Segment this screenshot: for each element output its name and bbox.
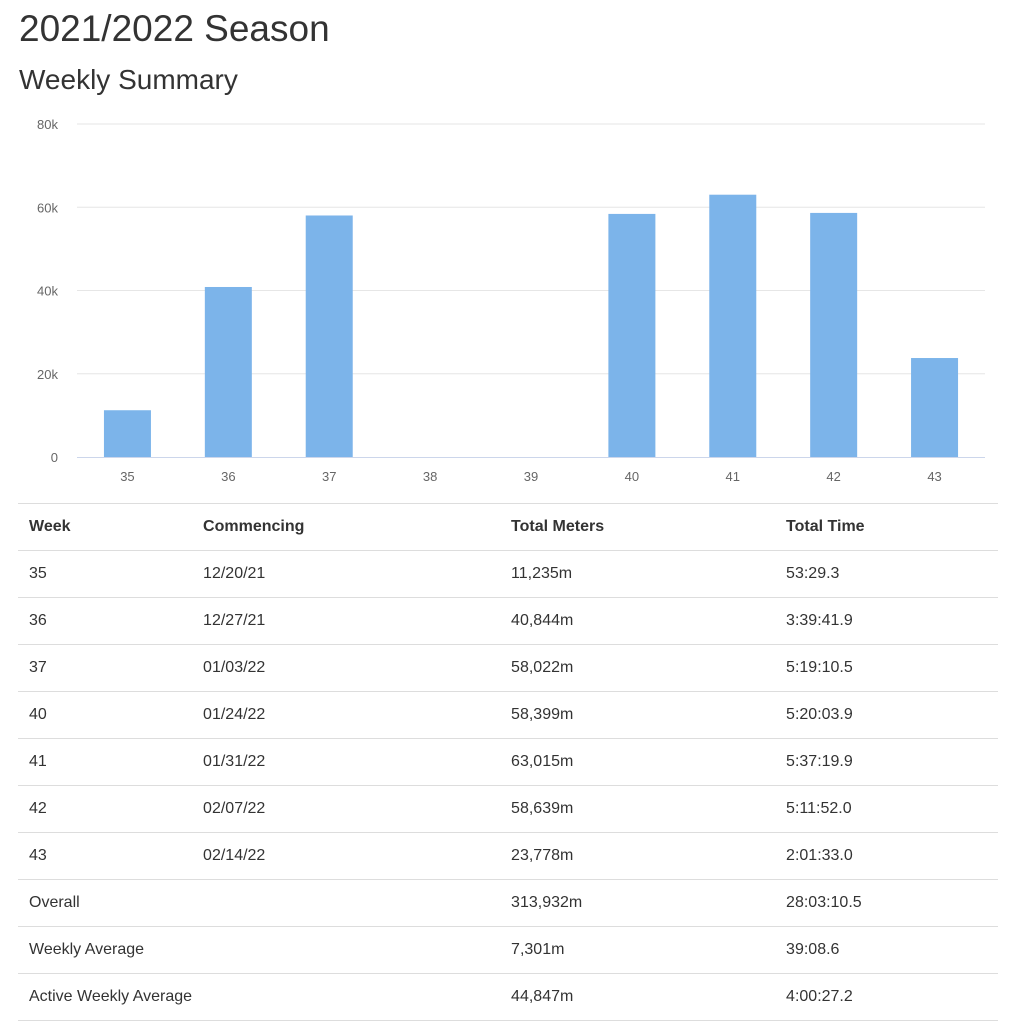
cell-commencing: 01/03/22 (192, 644, 501, 692)
cell-total-meters: 58,639m (500, 785, 776, 833)
table-row: 43 02/14/22 23,778m 2:01:33.0 (18, 832, 998, 880)
table-body: 35 12/20/21 11,235m 53:29.3 36 12/27/21 40,844… (18, 550, 998, 1021)
cell-commencing: 02/07/22 (192, 785, 501, 833)
cell-total-time: 3:39:41.9 (775, 597, 998, 645)
cell-total-time: 4:00:27.2 (775, 973, 998, 1021)
x-tick-label: 37 (322, 469, 336, 484)
cell-commencing: 12/20/21 (192, 550, 501, 598)
x-tick-label: 38 (423, 469, 437, 484)
cell-total-time: 53:29.3 (775, 550, 998, 598)
x-tick-label: 40 (625, 469, 639, 484)
y-tick-label: 60k (37, 200, 58, 215)
cell-commencing: 01/24/22 (192, 691, 501, 739)
cell-week: 42 (18, 785, 193, 833)
bar-week-40[interactable] (608, 213, 656, 457)
x-axis-labels: 35 36 37 38 39 40 41 42 43 (120, 469, 942, 484)
cell-total-time: 5:19:10.5 (775, 644, 998, 692)
cell-week: 35 (18, 550, 193, 598)
page-title: 2021/2022 Season (19, 8, 330, 49)
x-tick-label: 42 (826, 469, 840, 484)
table-row: 40 01/24/22 58,399m 5:20:03.9 (18, 691, 998, 739)
header-total-time: Total Time (775, 503, 998, 551)
x-tick-label: 41 (726, 469, 740, 484)
y-tick-label: 40k (37, 284, 58, 299)
bar-week-37[interactable] (305, 215, 353, 457)
cell-total-meters: 23,778m (500, 832, 776, 880)
x-tick-label: 36 (221, 469, 235, 484)
cell-week: 37 (18, 644, 193, 692)
summary-row: Active Weekly Average 44,847m 4:00:27.2 (18, 973, 998, 1021)
y-tick-label: 0 (51, 450, 58, 465)
x-tick-label: 35 (120, 469, 134, 484)
cell-total-time: 5:37:19.9 (775, 738, 998, 786)
y-tick-label: 20k (37, 367, 58, 382)
cell-total-meters: 11,235m (500, 550, 776, 598)
cell-total-meters: 58,399m (500, 691, 776, 739)
cell-commencing (192, 879, 501, 927)
y-axis-labels: 0 20k 40k 60k 80k (37, 117, 58, 465)
cell-week: Active Weekly Average (18, 973, 193, 1021)
bar-week-35[interactable] (103, 410, 151, 457)
weekly-summary-table: Week Commencing Total Meters Total Time … (18, 503, 998, 1021)
cell-total-meters: 58,022m (500, 644, 776, 692)
cell-week: Weekly Average (18, 926, 193, 974)
cell-commencing: 12/27/21 (192, 597, 501, 645)
cell-total-time: 2:01:33.0 (775, 832, 998, 880)
bar-week-36[interactable] (204, 286, 252, 457)
cell-total-time: 5:20:03.9 (775, 691, 998, 739)
cell-commencing: 01/31/22 (192, 738, 501, 786)
cell-total-meters: 40,844m (500, 597, 776, 645)
cell-commencing: 02/14/22 (192, 832, 501, 880)
y-tick-label: 80k (37, 117, 58, 132)
table-row: 42 02/07/22 58,639m 5:11:52.0 (18, 785, 998, 833)
bar-week-43[interactable] (911, 358, 959, 457)
cell-total-meters: 44,847m (500, 973, 776, 1021)
table-row: 41 01/31/22 63,015m 5:37:19.9 (18, 738, 998, 786)
weekly-meters-bar-chart: 0 20k 40k 60k 80k 35 36 37 38 39 40 41 42 43 (37, 117, 985, 484)
table-row: 35 12/20/21 11,235m 53:29.3 (18, 550, 998, 598)
bar-week-42[interactable] (810, 212, 858, 457)
table-header-row: Week Commencing Total Meters Total Time (18, 503, 998, 551)
section-title: Weekly Summary (19, 64, 238, 95)
cell-total-time: 39:08.6 (775, 926, 998, 974)
cell-commencing (192, 926, 501, 974)
chart-bars (103, 194, 959, 457)
cell-total-meters: 63,015m (500, 738, 776, 786)
cell-total-time: 5:11:52.0 (775, 785, 998, 833)
summary-row: Weekly Average 7,301m 39:08.6 (18, 926, 998, 974)
header-commencing: Commencing (192, 503, 501, 551)
bar-week-41[interactable] (709, 194, 757, 457)
header-week: Week (18, 503, 193, 551)
cell-week: 40 (18, 691, 193, 739)
table-row: 36 12/27/21 40,844m 3:39:41.9 (18, 597, 998, 645)
cell-total-meters: 313,932m (500, 879, 776, 927)
x-tick-label: 39 (524, 469, 538, 484)
x-tick-label: 43 (927, 469, 941, 484)
summary-row: Overall 313,932m 28:03:10.5 (18, 879, 998, 927)
cell-week: Overall (18, 879, 193, 927)
cell-week: 43 (18, 832, 193, 880)
table-row: 37 01/03/22 58,022m 5:19:10.5 (18, 644, 998, 692)
cell-week: 36 (18, 597, 193, 645)
header-total-meters: Total Meters (500, 503, 776, 551)
cell-week: 41 (18, 738, 193, 786)
cell-total-meters: 7,301m (500, 926, 776, 974)
cell-commencing (192, 973, 501, 1021)
cell-total-time: 28:03:10.5 (775, 879, 998, 927)
